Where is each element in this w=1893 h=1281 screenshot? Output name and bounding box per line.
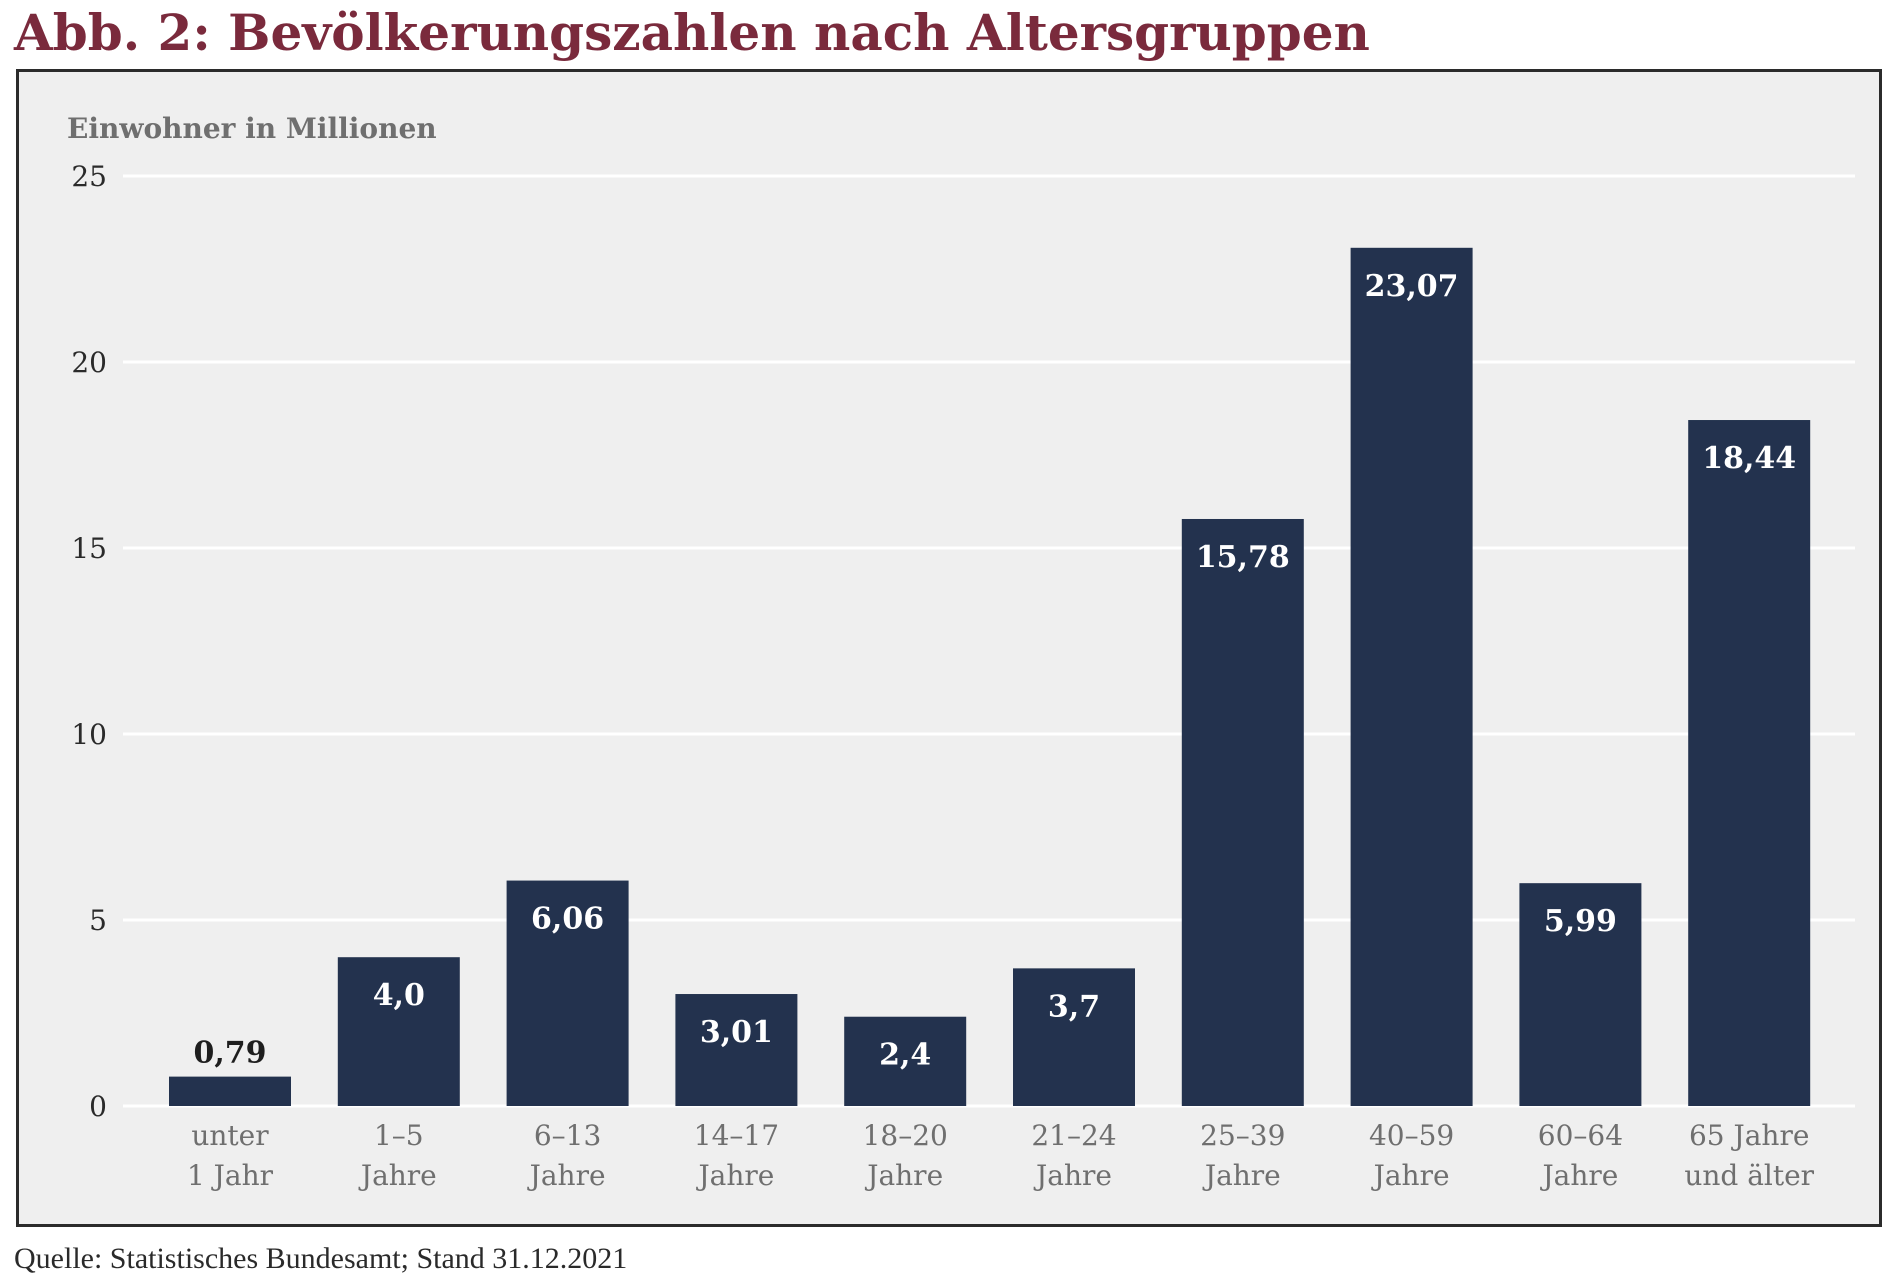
x-tick-label: Jahre	[695, 1159, 774, 1192]
data-label: 18,44	[1702, 441, 1796, 476]
x-tick-label: 6–13	[534, 1119, 601, 1152]
bar	[1519, 883, 1642, 1106]
x-tick-label: und älter	[1684, 1159, 1814, 1192]
x-tick-label: 1–5	[374, 1119, 424, 1152]
y-axis-label: Einwohner in Millionen	[67, 112, 437, 145]
x-tick-label: 21–24	[1031, 1119, 1116, 1152]
data-label: 3,01	[700, 1015, 773, 1050]
x-tick-label: Jahre	[1539, 1159, 1618, 1192]
data-label: 6,06	[531, 902, 604, 937]
x-tick-label: 18–20	[863, 1119, 948, 1152]
bar	[844, 1016, 967, 1106]
y-tick-label: 20	[71, 346, 107, 379]
chart-title: Abb. 2: Bevölkerungszahlen nach Altersgr…	[14, 3, 1370, 62]
y-tick-label: 25	[71, 160, 107, 193]
data-label: 0,79	[193, 1036, 266, 1071]
bar	[337, 957, 460, 1106]
x-tick-label: 40–59	[1369, 1119, 1454, 1152]
bar	[1688, 420, 1811, 1107]
x-tick-label: Jahre	[864, 1159, 943, 1192]
x-tick-label: Jahre	[1033, 1159, 1112, 1192]
x-tick-label: 25–39	[1200, 1119, 1285, 1152]
y-tick-label: 15	[71, 532, 107, 565]
x-tick-label: 65 Jahre	[1689, 1119, 1809, 1152]
data-label: 3,7	[1048, 989, 1100, 1024]
data-label: 4,0	[373, 978, 425, 1013]
data-label: 23,07	[1365, 269, 1459, 304]
bar	[675, 994, 798, 1106]
x-tick-label: unter	[191, 1119, 269, 1152]
x-tick-label: 60–64	[1538, 1119, 1623, 1152]
x-tick-label: 1 Jahr	[187, 1159, 274, 1192]
y-tick-label: 0	[89, 1090, 107, 1123]
bar	[506, 880, 629, 1106]
x-tick-label: Jahre	[1371, 1159, 1450, 1192]
data-label: 2,4	[879, 1038, 931, 1073]
y-tick-label: 10	[71, 718, 107, 751]
bar	[1181, 518, 1304, 1106]
bar	[1013, 968, 1135, 1106]
data-label: 5,99	[1544, 904, 1617, 939]
x-tick-label: Jahre	[1202, 1159, 1281, 1192]
data-label: 15,78	[1196, 540, 1290, 575]
y-tick-label: 5	[89, 904, 107, 937]
bar	[1350, 247, 1473, 1106]
bar	[169, 1076, 291, 1106]
x-tick-label: Jahre	[527, 1159, 606, 1192]
x-tick-label: Jahre	[358, 1159, 437, 1192]
x-tick-label: 14–17	[694, 1119, 779, 1152]
source-note: Quelle: Statistisches Bundesamt; Stand 3…	[14, 1242, 628, 1275]
